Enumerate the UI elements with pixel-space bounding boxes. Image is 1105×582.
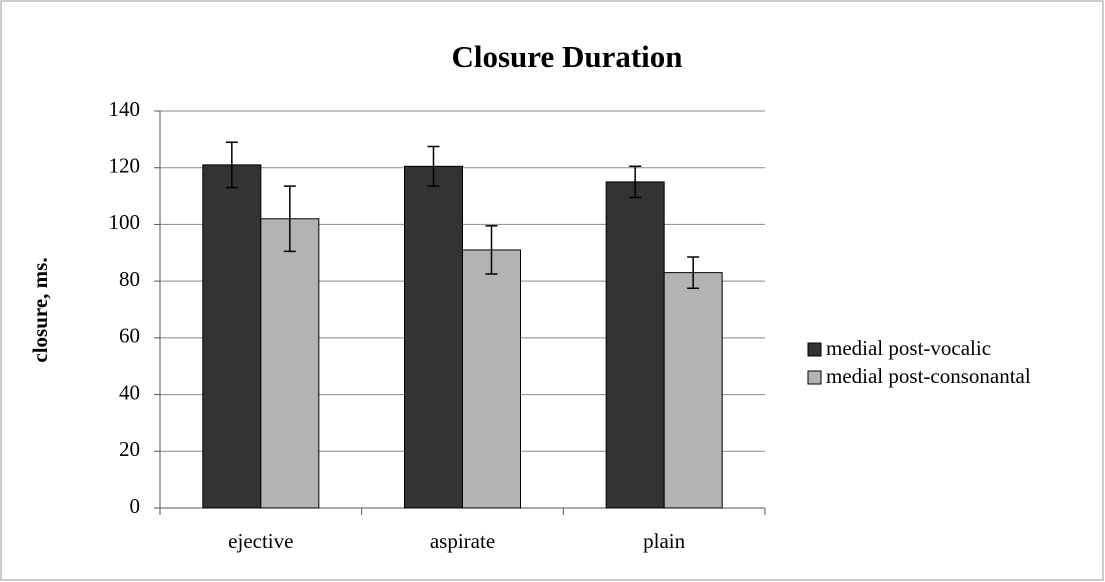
y-tick-label: 140 xyxy=(109,97,141,121)
y-tick-label: 0 xyxy=(130,494,141,518)
y-tick-label: 60 xyxy=(119,324,140,348)
legend-swatch xyxy=(807,370,822,385)
chart-title: Closure Duration xyxy=(451,39,682,74)
error-bar xyxy=(485,225,498,275)
bar xyxy=(462,249,521,509)
error-bar xyxy=(629,165,642,199)
legend-label: medial post-vocalic xyxy=(826,336,991,360)
x-tick-label: aspirate xyxy=(430,529,495,553)
bar xyxy=(605,181,665,509)
bar xyxy=(202,164,262,509)
bar xyxy=(260,218,320,509)
y-axis-label: closure, ms. xyxy=(28,257,52,362)
error-bar xyxy=(225,141,238,189)
x-tick-label: ejective xyxy=(228,529,293,553)
bar xyxy=(663,272,723,509)
error-bar xyxy=(687,256,700,289)
x-tick-label: plain xyxy=(643,529,685,553)
legend-swatch xyxy=(807,342,822,357)
y-tick-label: 120 xyxy=(109,154,141,178)
error-bar xyxy=(427,145,440,187)
y-tick-label: 20 xyxy=(119,437,140,461)
y-tick-label: 100 xyxy=(109,210,141,234)
legend-label: medial post-consonantal xyxy=(826,364,1031,388)
y-tick-label: 80 xyxy=(119,267,140,291)
bar xyxy=(404,165,463,509)
y-tick-label: 40 xyxy=(119,380,140,404)
error-bar xyxy=(283,185,296,253)
